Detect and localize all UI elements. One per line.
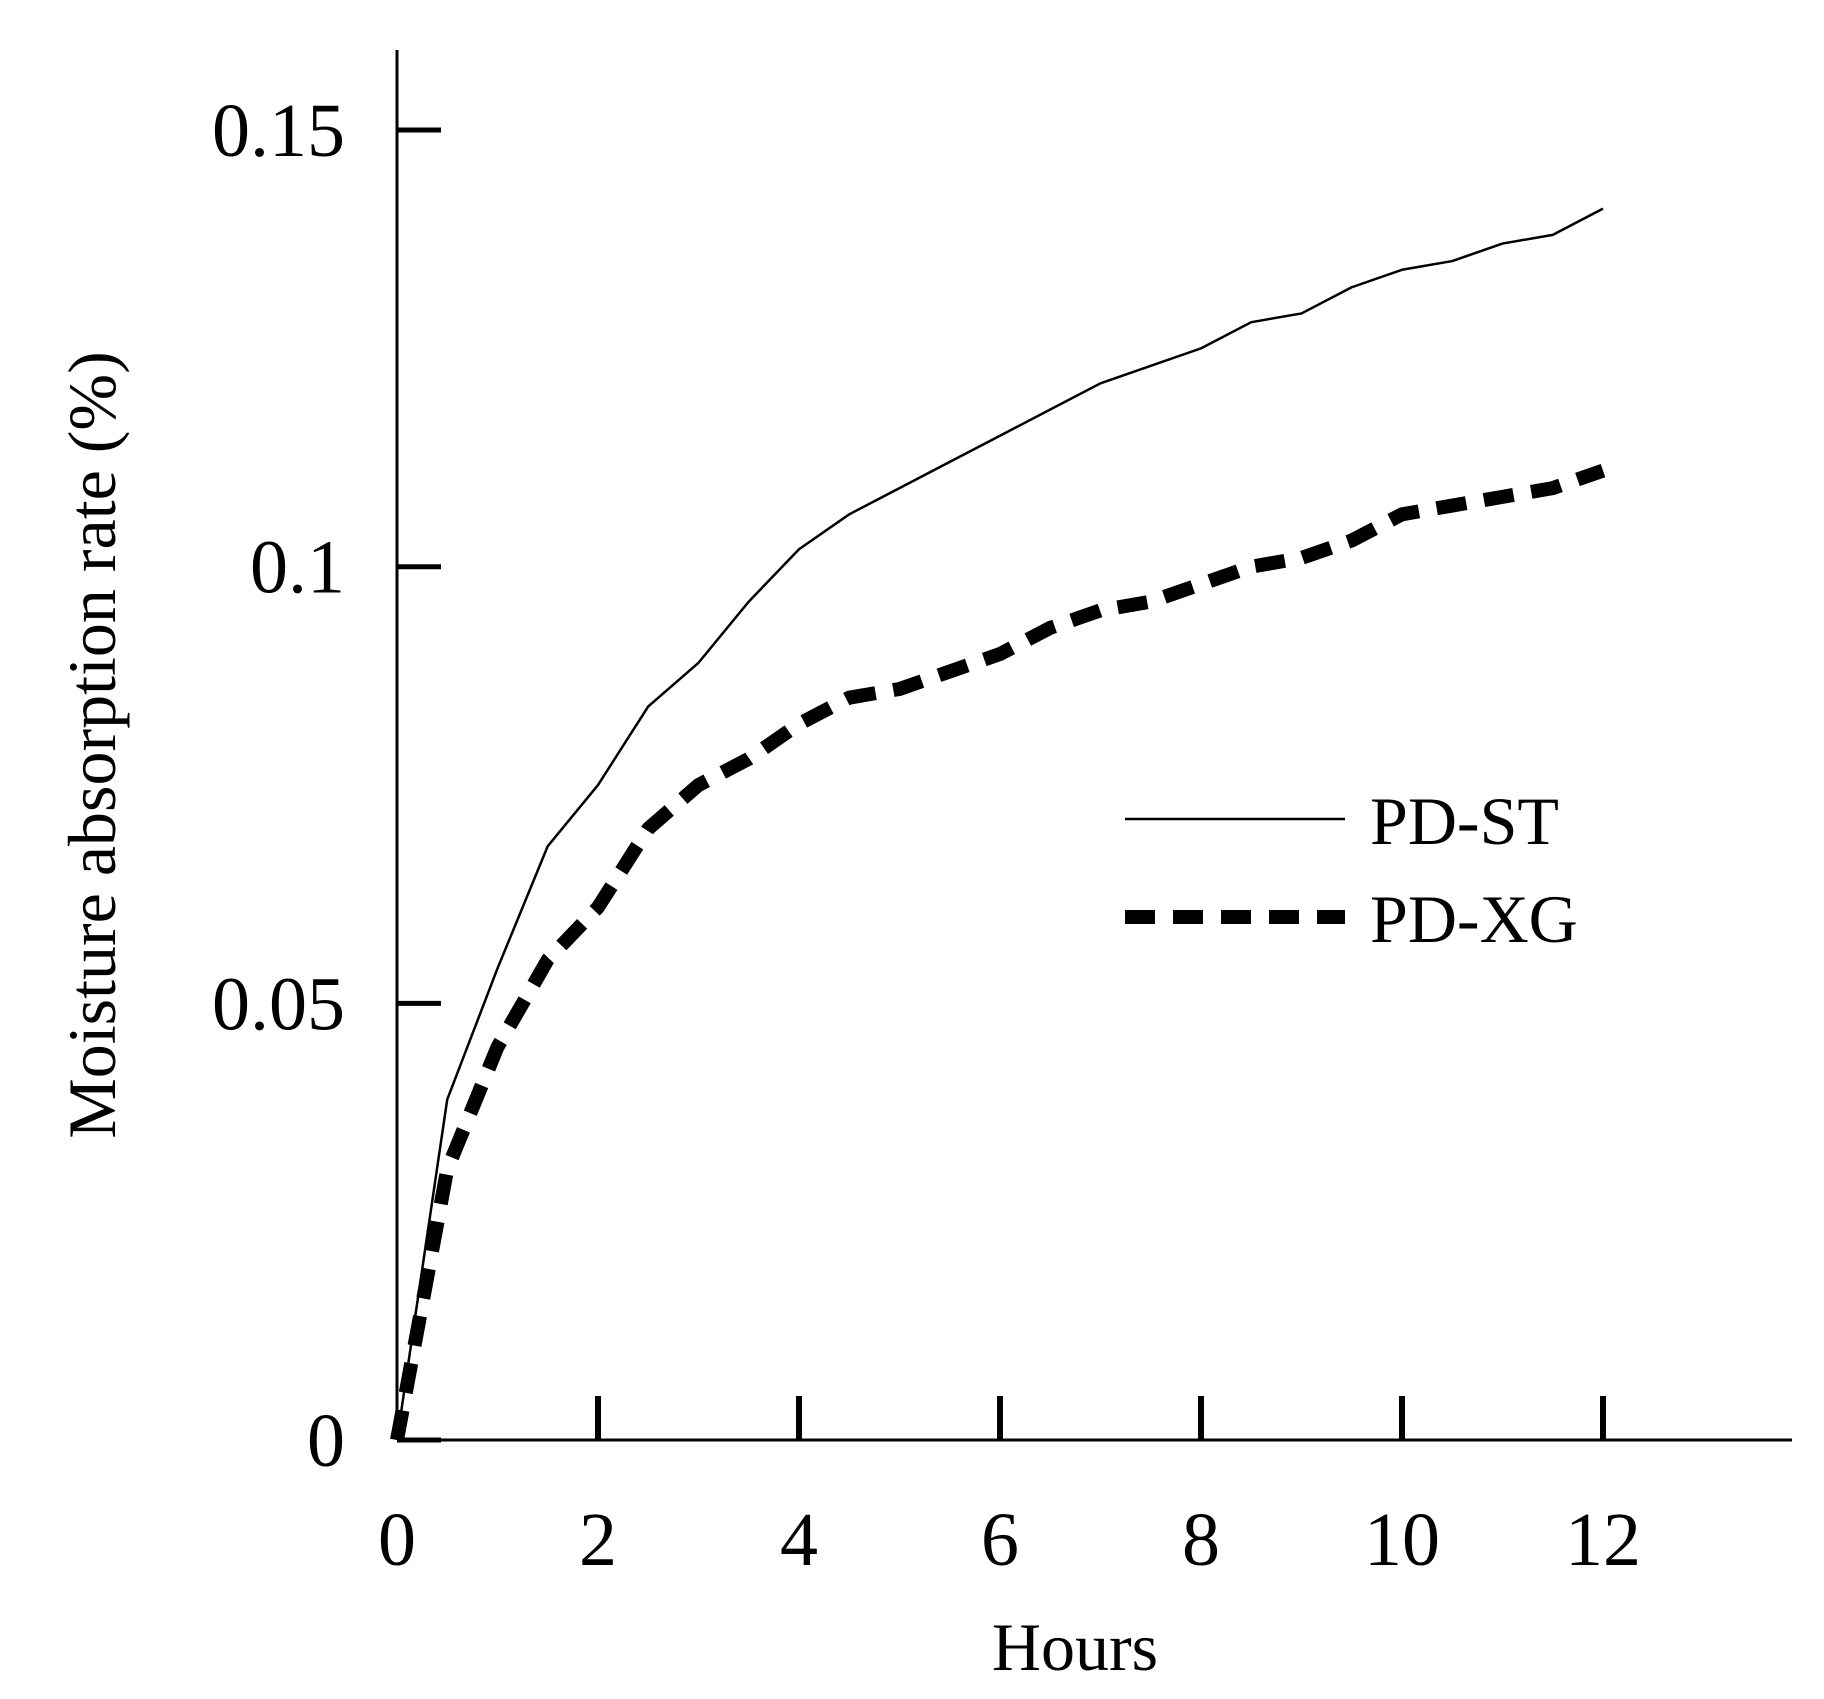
x-tick-label: 2 xyxy=(579,1498,617,1582)
series-line-pd-st xyxy=(395,207,1604,1441)
y-tick-label: 0.1 xyxy=(250,526,345,610)
legend-label-pd-xg: PD-XG xyxy=(1370,881,1578,957)
x-tick-label: 8 xyxy=(1182,1498,1220,1582)
series-line-pd-xg xyxy=(390,464,1606,1442)
x-tick-label: 4 xyxy=(780,1498,818,1582)
axes-layer xyxy=(395,50,1792,1442)
x-tick-label: 0 xyxy=(378,1498,416,1582)
series-layer xyxy=(390,207,1606,1442)
x-axis-label: Hours xyxy=(992,1609,1158,1685)
legend: PD-ST PD-XG xyxy=(1125,783,1578,957)
legend-label-pd-st: PD-ST xyxy=(1370,783,1559,859)
x-tick-label: 6 xyxy=(981,1498,1019,1582)
y-axis-label: Moisture absorption rate (%) xyxy=(54,351,130,1138)
y-tick-label: 0 xyxy=(307,1399,345,1483)
y-tick-label: 0.05 xyxy=(212,962,345,1046)
x-tick-label: 10 xyxy=(1364,1498,1440,1582)
ticks-layer: 0 0.05 0.1 0.15 0 2 4 6 8 10 12 xyxy=(212,89,1641,1582)
x-tick-label: 12 xyxy=(1565,1498,1641,1582)
y-tick-label: 0.15 xyxy=(212,89,345,173)
